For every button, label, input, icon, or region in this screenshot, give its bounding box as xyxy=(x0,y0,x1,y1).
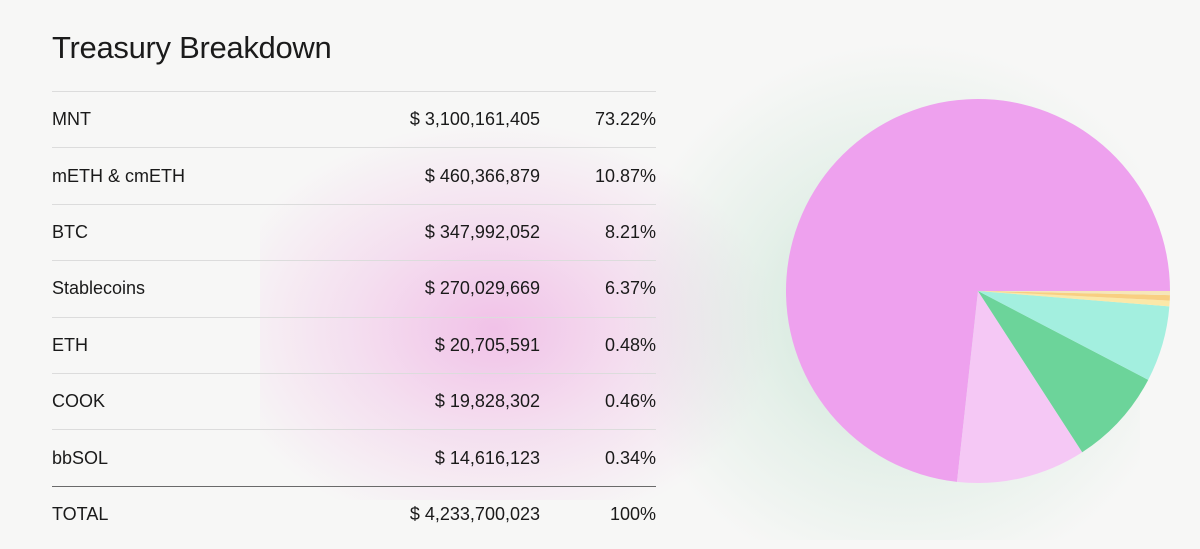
table-row: bbSOL $ 14,616,123 0.34% xyxy=(52,429,656,485)
pie-slice-eth xyxy=(978,291,1170,307)
asset-name: MNT xyxy=(52,109,91,130)
asset-value: $ 460,366,879 xyxy=(424,165,540,186)
asset-value: $ 3,100,161,405 xyxy=(409,109,540,130)
table-row: mETH & cmETH $ 460,366,879 10.87% xyxy=(52,147,656,203)
pie-slice-stablecoins xyxy=(978,291,1170,380)
asset-value: $ 14,616,123 xyxy=(434,447,540,468)
total-row: TOTAL $ 4,233,700,023 100% xyxy=(52,485,656,542)
pie-slice-mnt xyxy=(786,99,1170,482)
treasury-pie-chart xyxy=(786,99,1170,484)
asset-percent: 6.37% xyxy=(604,278,656,299)
asset-value: $ 20,705,591 xyxy=(434,334,540,355)
total-label: TOTAL xyxy=(52,503,109,524)
asset-percent: 8.21% xyxy=(604,221,656,242)
pie-slice-meth-cmeth xyxy=(957,291,1083,484)
pie-slice-cook xyxy=(978,291,1170,301)
table-row: MNT $ 3,100,161,405 73.22% xyxy=(52,91,656,147)
table-row: ETH $ 20,705,591 0.48% xyxy=(52,316,656,373)
asset-name: bbSOL xyxy=(52,447,109,468)
pie-slice-bbsol xyxy=(978,291,1170,296)
asset-percent: 0.34% xyxy=(604,447,656,468)
asset-percent: 10.87% xyxy=(594,165,656,186)
pie-slice-btc xyxy=(978,291,1149,453)
asset-percent: 0.48% xyxy=(604,334,656,355)
table-row: COOK $ 19,828,302 0.46% xyxy=(52,372,656,429)
asset-percent: 73.22% xyxy=(594,109,656,130)
treasury-table: MNT $ 3,100,161,405 73.22% mETH & cmETH … xyxy=(52,91,656,542)
asset-value: $ 270,029,669 xyxy=(424,278,540,299)
asset-name: ETH xyxy=(52,334,88,355)
table-row: Stablecoins $ 270,029,669 6.37% xyxy=(52,260,656,316)
asset-percent: 0.46% xyxy=(604,391,656,412)
asset-name: COOK xyxy=(52,391,106,412)
asset-name: mETH & cmETH xyxy=(52,165,185,186)
asset-value: $ 347,992,052 xyxy=(424,221,540,242)
total-value: $ 4,233,700,023 xyxy=(409,503,540,524)
total-percent: 100% xyxy=(609,503,656,524)
asset-name: Stablecoins xyxy=(52,278,146,299)
asset-value: $ 19,828,302 xyxy=(434,391,540,412)
page-title: Treasury Breakdown xyxy=(52,30,332,65)
asset-name: BTC xyxy=(52,221,88,242)
table-row: BTC $ 347,992,052 8.21% xyxy=(52,203,656,260)
